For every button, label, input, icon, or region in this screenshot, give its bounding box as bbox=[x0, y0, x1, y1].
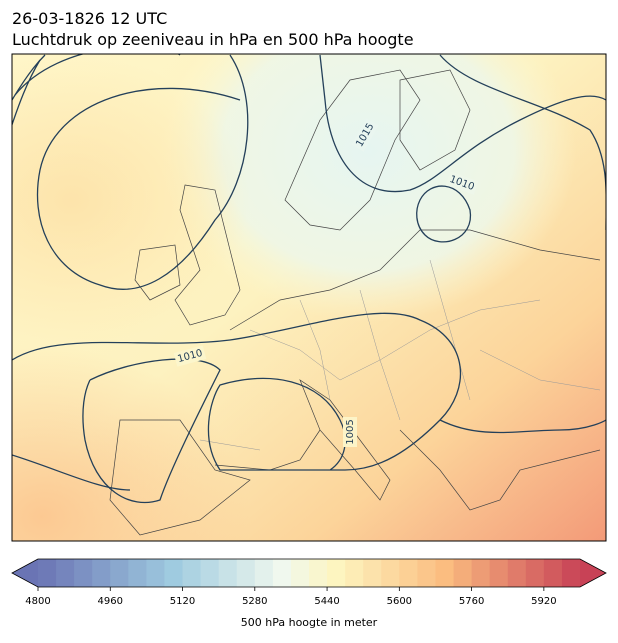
colorbar-extend-high bbox=[580, 559, 606, 587]
colorbar-tick-label: 4960 bbox=[98, 596, 123, 607]
colorbar-tick-label: 5600 bbox=[387, 596, 412, 607]
colorbar-band bbox=[146, 559, 165, 587]
colorbar-band bbox=[381, 559, 400, 587]
colorbar-band bbox=[471, 559, 491, 587]
coastlines bbox=[109, 69, 601, 536]
colorbar-band bbox=[182, 559, 202, 587]
colorbar-outline bbox=[11, 558, 607, 588]
colorbar-band bbox=[327, 559, 346, 587]
subtitle: Luchtdruk op zeeniveau in hPa en 500 hPa… bbox=[12, 30, 414, 49]
colorbar-band bbox=[489, 559, 509, 587]
colorbar-band bbox=[417, 559, 436, 587]
map: 1015 1010 1010 1005 bbox=[12, 54, 606, 541]
colorbar-band bbox=[543, 559, 563, 587]
colorbar-band bbox=[38, 559, 57, 587]
colorbar-band bbox=[74, 559, 93, 587]
colorbar-tick-label: 5760 bbox=[459, 596, 484, 607]
colorbar-band bbox=[453, 559, 473, 587]
colorbar-band bbox=[435, 559, 455, 587]
colorbar-tick-label: 5440 bbox=[314, 596, 339, 607]
colorbar-band bbox=[236, 559, 256, 587]
colorbar-band bbox=[525, 559, 545, 587]
colorbar-band bbox=[92, 559, 111, 587]
borders bbox=[199, 259, 601, 451]
colorbar-band bbox=[290, 559, 310, 587]
map-frame bbox=[11, 53, 607, 542]
colorbar-band bbox=[363, 559, 382, 587]
height-field-sw bbox=[12, 54, 606, 541]
colorbar-extend-low bbox=[12, 559, 38, 587]
colorbar-band bbox=[200, 559, 220, 587]
colorbar-tick-label: 5920 bbox=[531, 596, 556, 607]
colorbar-band bbox=[164, 559, 184, 587]
contour-labels: 1015 1010 1010 1005 bbox=[173, 118, 479, 447]
colorbar-band bbox=[507, 559, 527, 587]
colorbar-band bbox=[345, 559, 364, 587]
title: 26-03-1826 12 UTC bbox=[12, 9, 167, 28]
colorbar-tick-label: 5120 bbox=[170, 596, 195, 607]
colorbar-band bbox=[272, 559, 292, 587]
colorbar: 4800 4960 5120 5280 5440 5600 5760 5920 bbox=[11, 558, 607, 607]
colorbar-label: 500 hPa hoogte in meter bbox=[241, 616, 378, 629]
colorbar-band bbox=[128, 559, 147, 587]
colorbar-band bbox=[110, 559, 129, 587]
colorbar-band bbox=[561, 559, 581, 587]
colorbar-band bbox=[399, 559, 418, 587]
colorbar-tick-label: 4800 bbox=[25, 596, 50, 607]
colorbar-band bbox=[218, 559, 238, 587]
colorbar-band bbox=[309, 559, 328, 587]
colorbar-band bbox=[254, 559, 274, 587]
colorbar-tick-label: 5280 bbox=[242, 596, 267, 607]
colorbar-band bbox=[56, 559, 75, 587]
contour-label: 1005 bbox=[345, 419, 356, 444]
